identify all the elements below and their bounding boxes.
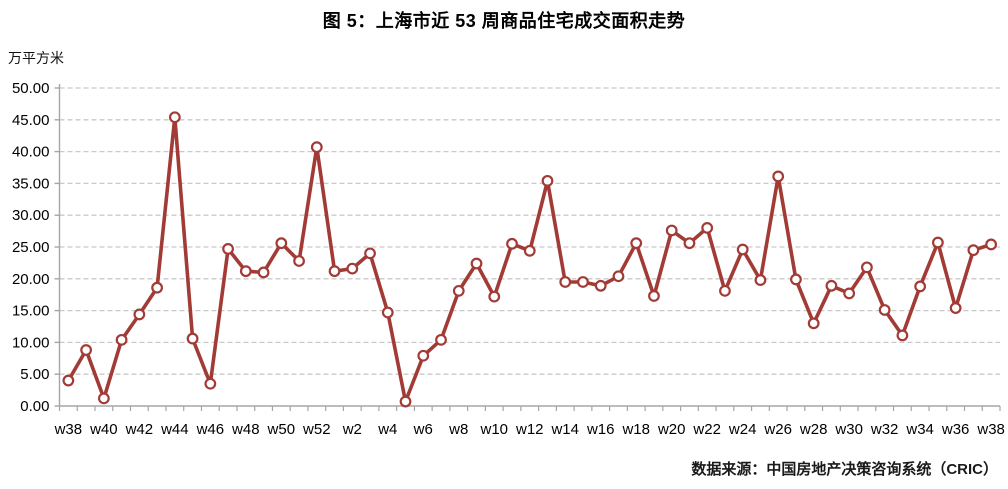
x-tick-label: w2 <box>342 421 362 438</box>
data-point <box>825 279 838 292</box>
data-point <box>346 262 359 275</box>
x-tick-label: w14 <box>550 421 579 438</box>
data-point <box>275 237 288 250</box>
x-tick-label: w12 <box>515 421 544 438</box>
x-tick-label: w22 <box>692 421 721 438</box>
y-tick-label: 35.00 <box>12 175 50 192</box>
data-point <box>630 237 643 250</box>
data-point <box>151 281 163 294</box>
data-point <box>701 222 714 234</box>
data-point <box>257 266 270 279</box>
x-tick-label: w8 <box>448 421 468 438</box>
x-tick-label: w50 <box>267 421 296 438</box>
data-point <box>506 237 518 250</box>
data-point <box>719 284 731 297</box>
x-tick-label: w20 <box>657 421 686 438</box>
data-point <box>115 333 128 346</box>
data-point <box>204 377 217 390</box>
x-tick-label: w44 <box>160 421 189 438</box>
data-point <box>310 141 323 154</box>
y-tick-label: 10.00 <box>12 334 50 351</box>
data-point <box>80 344 93 356</box>
data-point <box>790 273 802 286</box>
x-tick-label: w16 <box>586 421 615 438</box>
data-point <box>435 333 447 346</box>
data-point <box>577 276 589 288</box>
data-point <box>470 257 483 270</box>
data-point <box>736 243 749 256</box>
data-point <box>541 174 554 187</box>
data-point <box>896 329 909 342</box>
x-tick-label: w18 <box>621 421 650 438</box>
x-tick-label: w42 <box>125 421 154 438</box>
data-point <box>328 265 341 278</box>
data-point <box>612 270 625 283</box>
y-tick-label: 40.00 <box>12 144 50 161</box>
data-point <box>381 306 394 319</box>
x-tick-label: w38 <box>54 421 83 438</box>
data-point <box>364 247 376 260</box>
y-tick-label: 15.00 <box>12 303 50 320</box>
y-tick-label: 45.00 <box>12 112 50 129</box>
data-point <box>97 392 110 405</box>
y-axis-unit-label: 万平方米 <box>8 50 64 66</box>
data-point <box>683 237 696 250</box>
data-point <box>417 349 430 362</box>
data-point <box>843 287 856 300</box>
x-tick-label: w4 <box>377 421 397 438</box>
data-point <box>878 304 891 316</box>
x-tick-label: w26 <box>763 421 792 438</box>
data-point <box>186 332 199 345</box>
x-tick-label: w40 <box>89 421 118 438</box>
data-source: 数据来源：中国房地产决策咨询系统（CRIC） <box>691 461 998 478</box>
data-point <box>559 276 572 288</box>
data-point <box>914 280 927 293</box>
data-point <box>931 236 944 249</box>
x-tick-label: w6 <box>413 421 433 438</box>
data-point <box>861 261 873 274</box>
x-tick-label: w48 <box>231 421 260 438</box>
data-line <box>66 115 993 404</box>
x-tick-label: w30 <box>834 421 863 438</box>
data-point <box>967 244 980 257</box>
data-point <box>168 111 181 124</box>
data-point <box>949 302 962 314</box>
chart-title: 图 5：上海市近 53 周商品住宅成交面积走势 <box>322 11 686 31</box>
data-point <box>665 224 678 237</box>
data-point <box>452 284 465 297</box>
data-point <box>488 290 501 303</box>
x-tick-label: w24 <box>728 421 757 438</box>
x-tick-label: w28 <box>799 421 828 438</box>
x-tick-label: w38 <box>976 421 1005 438</box>
y-tick-label: 50.00 <box>12 80 50 97</box>
y-tick-label: 25.00 <box>12 239 50 256</box>
x-tick-label: w36 <box>941 421 970 438</box>
data-point <box>772 170 785 183</box>
y-tick-label: 20.00 <box>12 271 50 288</box>
data-point <box>399 395 412 408</box>
y-tick-label: 5.00 <box>20 366 49 383</box>
y-tick-label: 0.00 <box>20 398 49 415</box>
y-tick-label: 30.00 <box>12 207 50 224</box>
data-point <box>985 238 998 251</box>
data-point <box>293 255 305 267</box>
data-point <box>222 243 234 255</box>
data-point <box>594 279 607 292</box>
data-point <box>239 265 252 278</box>
data-point <box>62 374 75 387</box>
data-point <box>648 290 660 302</box>
data-point <box>807 317 820 330</box>
data-point <box>523 244 536 257</box>
x-tick-label: w10 <box>479 421 508 438</box>
data-point <box>754 274 767 286</box>
x-tick-label: w34 <box>905 421 934 438</box>
data-point <box>133 308 146 321</box>
x-tick-label: w46 <box>196 421 225 438</box>
x-tick-label: w32 <box>870 421 899 438</box>
x-tick-label: w52 <box>302 421 331 438</box>
